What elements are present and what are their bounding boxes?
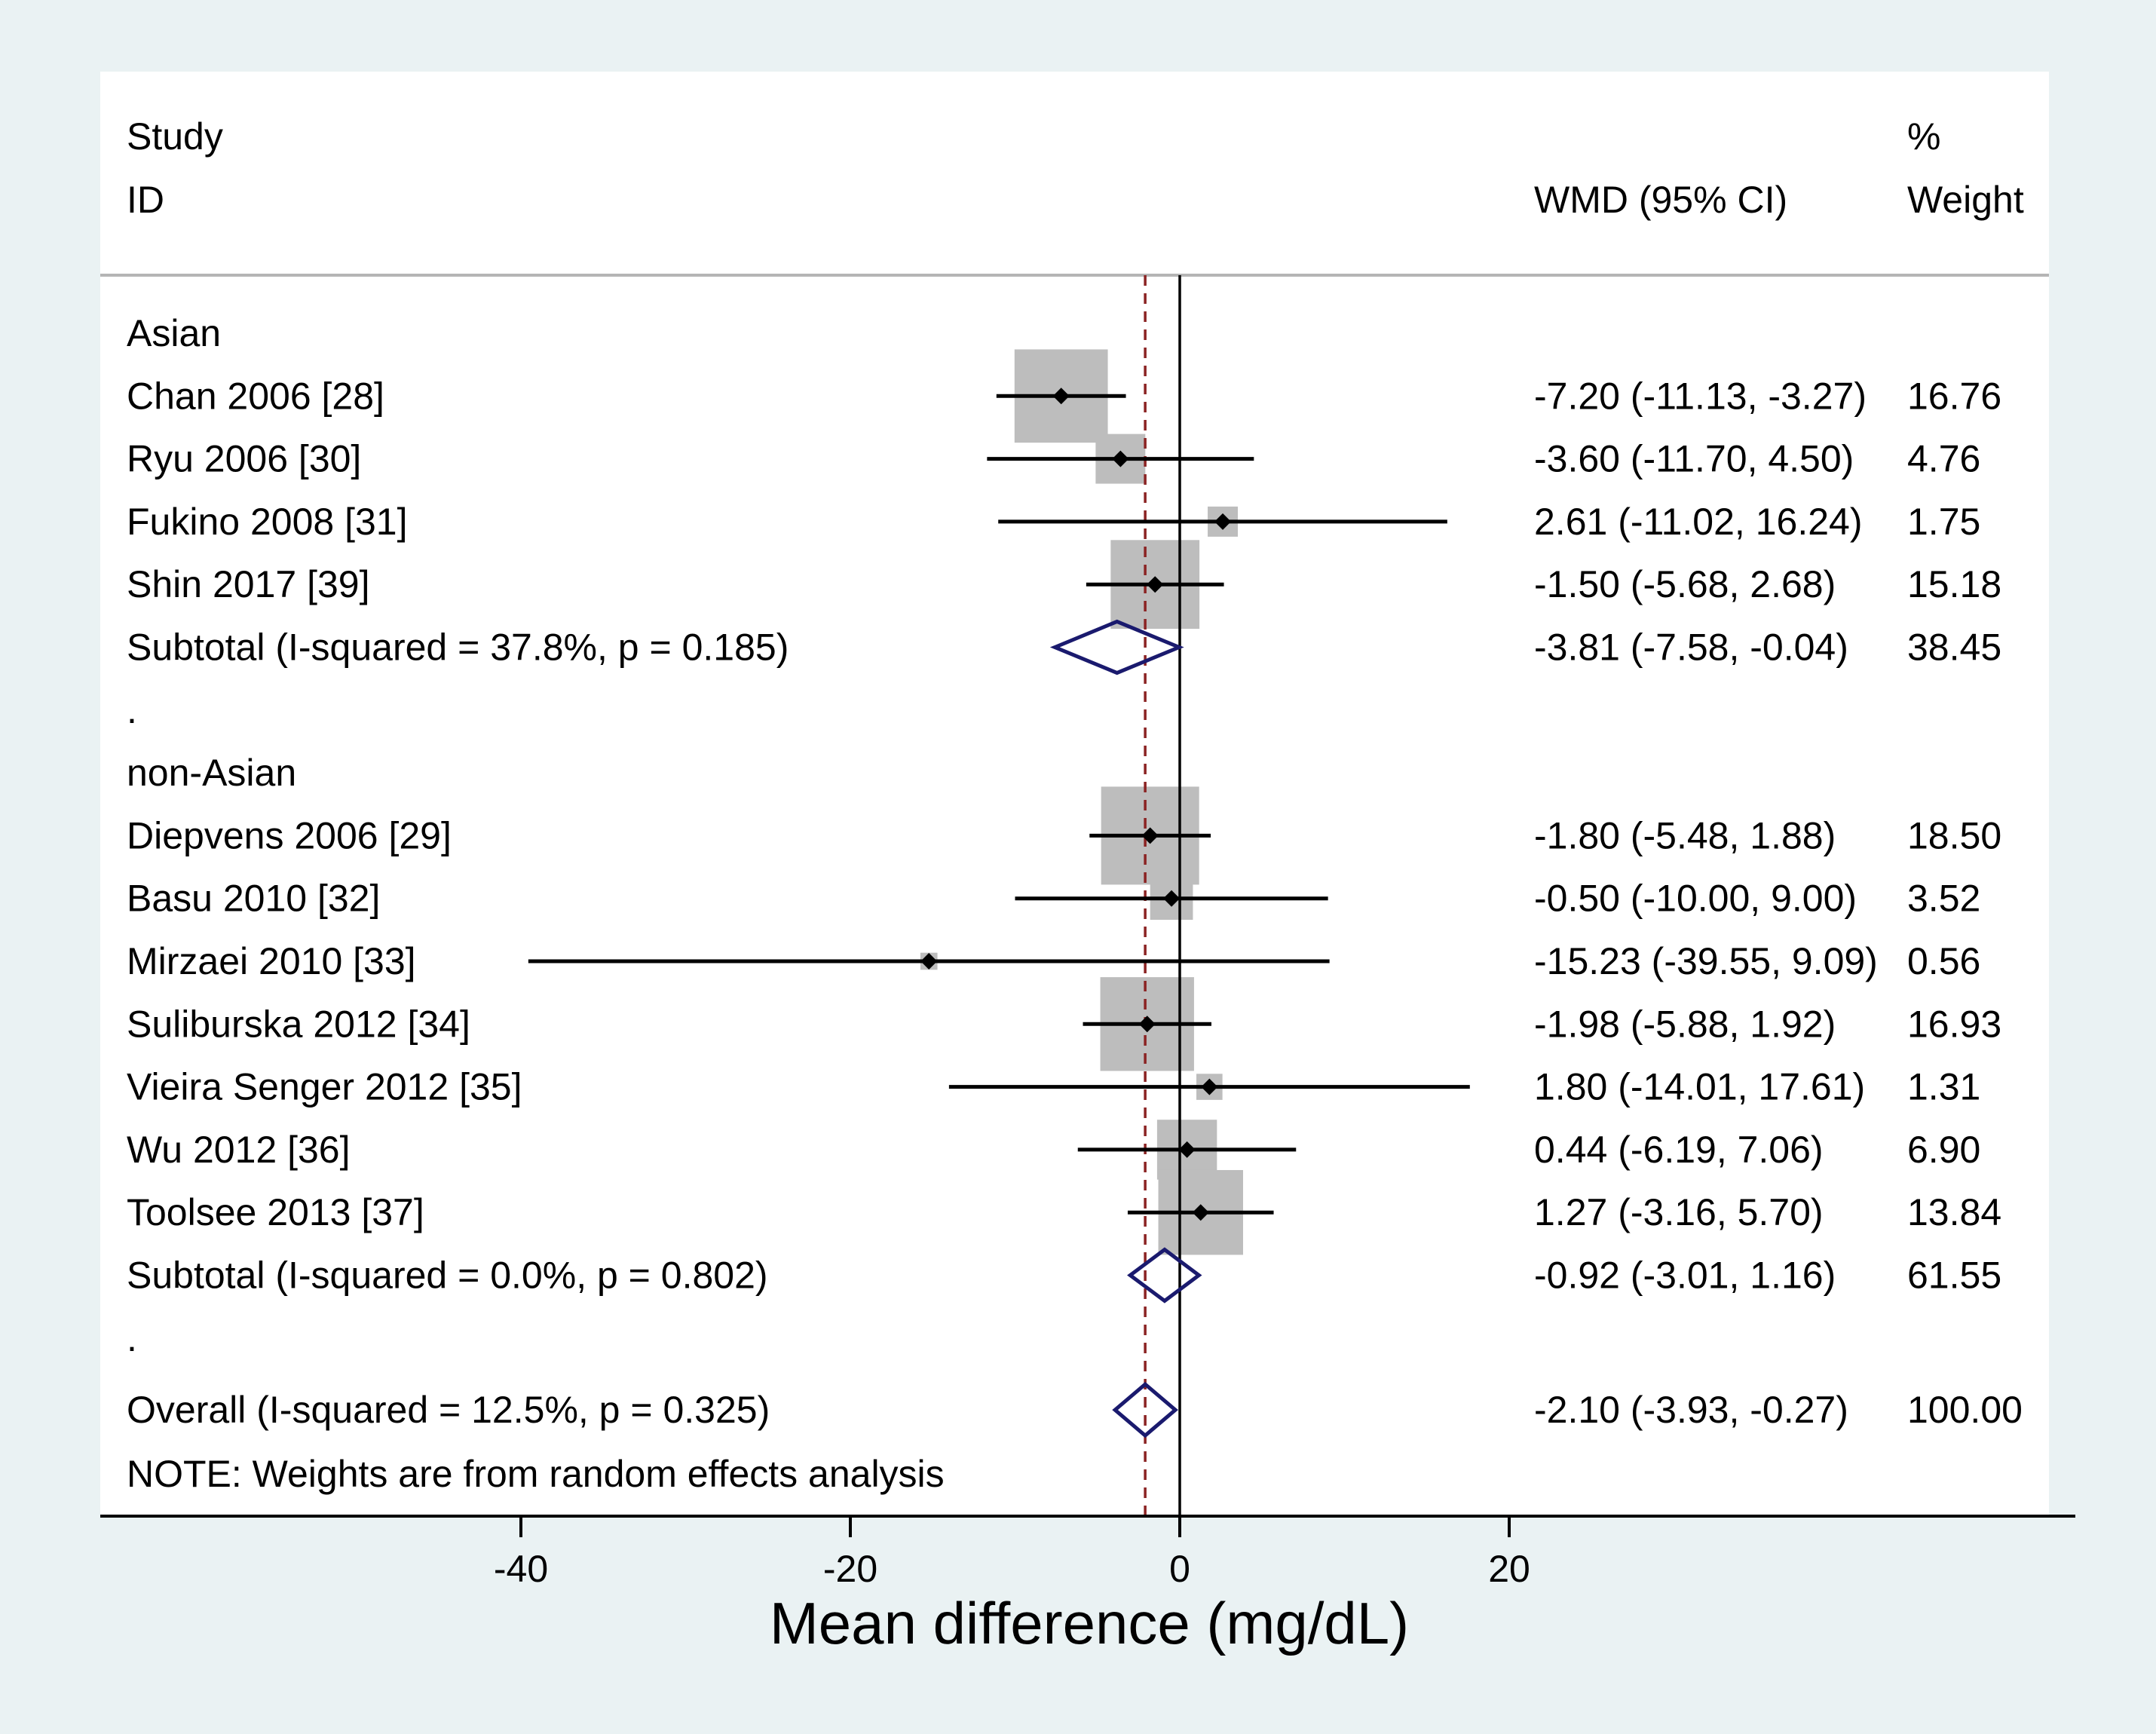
weight-value: 6.90 (1907, 1129, 1980, 1171)
wmd-ci-value: -1.50 (-5.68, 2.68) (1534, 563, 1836, 605)
x-tick-label: -40 (494, 1548, 548, 1590)
study-label: Basu 2010 [32] (127, 878, 380, 920)
point-estimate-marker (1141, 827, 1159, 844)
subtotal-diamond (1049, 619, 1184, 676)
wmd-ci-value: -1.80 (-5.48, 1.88) (1534, 814, 1836, 856)
weight-value: 38.45 (1907, 627, 2001, 669)
subtotal-label: Subtotal (I-squared = 37.8%, p = 0.185) (127, 627, 789, 669)
point-estimate-marker (1138, 1016, 1156, 1033)
study-label: Shin 2017 [39] (127, 563, 370, 605)
x-tick-label: 0 (1169, 1548, 1190, 1590)
weight-value: 61.55 (1907, 1255, 2001, 1297)
x-axis-title: Mean difference (mg/dL) (770, 1590, 1409, 1656)
point-estimate-marker (1201, 1078, 1218, 1095)
wmd-ci-value: 1.80 (-14.01, 17.61) (1534, 1066, 1865, 1108)
wmd-ci-value: 1.27 (-3.16, 5.70) (1534, 1191, 1824, 1233)
point-estimate-marker (1214, 513, 1232, 530)
wmd-ci-value: 0.44 (-6.19, 7.06) (1534, 1129, 1824, 1171)
weight-value: 3.52 (1907, 878, 1980, 920)
study-label: Vieira Senger 2012 [35] (127, 1066, 522, 1108)
point-estimate-marker (1178, 1141, 1196, 1158)
header-ci-label: WMD (95% CI) (1534, 179, 1787, 221)
group-label: non-Asian (127, 752, 296, 794)
header-study-label: Study (127, 115, 223, 158)
study-label: Chan 2006 [28] (127, 375, 384, 417)
subtotal-label: Subtotal (I-squared = 0.0%, p = 0.802) (127, 1255, 768, 1297)
wmd-ci-value: -3.81 (-7.58, -0.04) (1534, 627, 1848, 669)
weight-value: 16.76 (1907, 375, 2001, 417)
group-label: Asian (127, 312, 221, 354)
point-estimate-marker (920, 953, 938, 970)
note-text: NOTE: Weights are from random effects an… (127, 1453, 945, 1495)
spacer-dot: . (127, 1317, 137, 1359)
overall-diamond (1112, 1381, 1178, 1438)
x-tick-label: 20 (1488, 1548, 1530, 1590)
weight-value: 1.75 (1907, 501, 1980, 543)
point-estimate-marker (1052, 388, 1070, 405)
weight-value: 16.93 (1907, 1003, 2001, 1045)
wmd-ci-value: -15.23 (-39.55, 9.09) (1534, 940, 1878, 982)
wmd-ci-value: -0.50 (-10.00, 9.00) (1534, 878, 1857, 920)
weight-value: 15.18 (1907, 563, 2001, 605)
wmd-ci-value: -3.60 (-11.70, 4.50) (1534, 438, 1854, 480)
wmd-ci-value: -1.98 (-5.88, 1.92) (1534, 1003, 1836, 1045)
overall-label: Overall (I-squared = 12.5%, p = 0.325) (127, 1389, 770, 1431)
study-label: Mirzaei 2010 [33] (127, 940, 416, 982)
point-estimate-marker (1147, 576, 1164, 593)
study-label: Toolsee 2013 [37] (127, 1191, 424, 1233)
plot-panel (100, 72, 2049, 1515)
weight-value: 18.50 (1907, 814, 2001, 856)
wmd-ci-value: -0.92 (-3.01, 1.16) (1534, 1255, 1836, 1297)
point-estimate-marker (1163, 890, 1181, 907)
wmd-ci-value: -7.20 (-11.13, -3.27) (1534, 375, 1867, 417)
weight-value: 0.56 (1907, 940, 1980, 982)
study-label: Wu 2012 [36] (127, 1129, 351, 1171)
x-tick-label: -20 (823, 1548, 877, 1590)
header-weight-label: Weight (1907, 179, 2024, 221)
subtotal-diamond (1127, 1247, 1202, 1304)
study-label: Diepvens 2006 [29] (127, 814, 452, 856)
point-estimate-marker (1112, 450, 1129, 467)
weight-value: 1.31 (1907, 1066, 1980, 1108)
weight-value: 100.00 (1907, 1389, 2023, 1431)
header-percent-label: % (1907, 115, 1940, 158)
study-label: Ryu 2006 [30] (127, 438, 361, 480)
header-id-label: ID (127, 179, 164, 221)
spacer-dot: . (127, 689, 137, 731)
point-estimate-marker (1192, 1204, 1209, 1221)
wmd-ci-value: 2.61 (-11.02, 16.24) (1534, 501, 1862, 543)
study-label: Fukino 2008 [31] (127, 501, 408, 543)
study-label: Suliburska 2012 [34] (127, 1003, 470, 1045)
weight-value: 4.76 (1907, 438, 1980, 480)
weight-value: 13.84 (1907, 1191, 2001, 1233)
wmd-ci-value: -2.10 (-3.93, -0.27) (1534, 1389, 1848, 1431)
